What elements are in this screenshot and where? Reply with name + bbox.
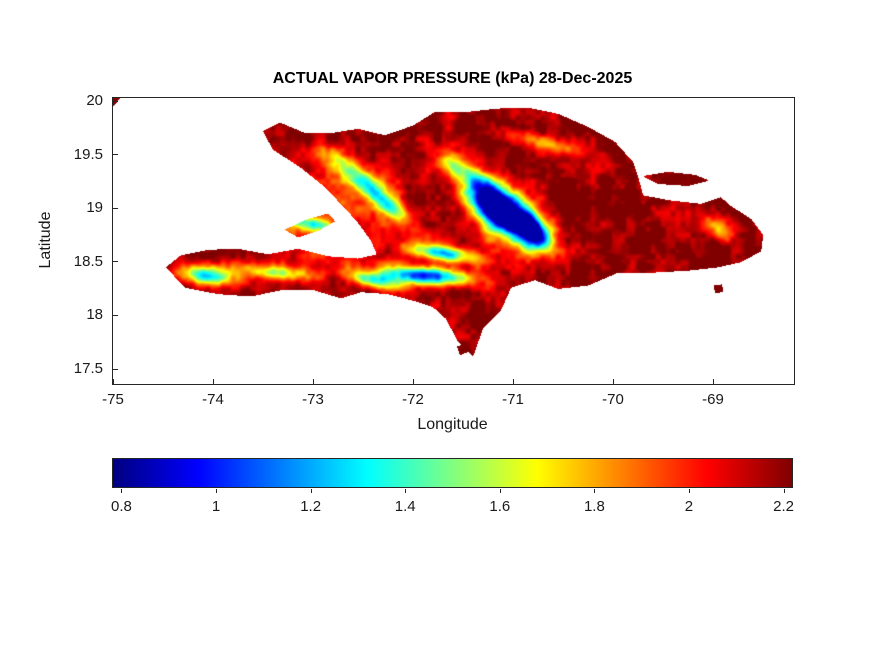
x-tick-label: -74 <box>202 391 224 408</box>
colorbar-tick <box>594 489 596 493</box>
x-tick-label: -73 <box>302 391 324 408</box>
x-tick <box>312 379 314 384</box>
chart-title: ACTUAL VAPOR PRESSURE (kPa) 28-Dec-2025 <box>272 70 633 87</box>
x-tick <box>512 379 514 384</box>
colorbar-tick <box>783 489 785 493</box>
colorbar: 0.8 1 1.2 1.4 1.6 1.8 2 2.2 <box>111 458 794 515</box>
y-tick <box>113 207 118 209</box>
y-tick-label: 18.5 <box>73 252 103 270</box>
y-tick <box>113 100 118 102</box>
vapor-pressure-heatmap <box>113 98 794 384</box>
x-tick <box>612 379 614 384</box>
colorbar-tick-label: 0.8 <box>111 498 132 515</box>
colorbar-tick <box>310 489 312 493</box>
colorbar-tick-label: 2 <box>684 498 694 515</box>
x-tick <box>212 379 214 384</box>
y-tick-label: 17.5 <box>73 360 103 377</box>
colorbar-tick-label: 1.6 <box>489 498 511 515</box>
x-tick <box>112 379 114 384</box>
y-axis-label: Latitude <box>37 211 54 269</box>
x-axis-label: Longitude <box>417 416 488 433</box>
y-tick-label: 18 <box>86 306 103 324</box>
y-tick <box>113 261 118 263</box>
colorbar-tick-label: 1.8 <box>583 498 605 515</box>
colorbar-tick <box>121 489 123 493</box>
x-tick-label: -71 <box>502 391 524 408</box>
y-tick <box>113 154 118 156</box>
colorbar-tick <box>216 489 218 493</box>
colorbar-tick-label: 2.2 <box>773 498 794 515</box>
x-tick-label: -75 <box>102 391 124 408</box>
colorbar-tick-label: 1 <box>211 498 221 515</box>
y-tick-label: 20 <box>86 92 103 110</box>
x-tick <box>412 379 414 384</box>
colorbar-tick <box>405 489 407 493</box>
colorbar-tick <box>499 489 501 493</box>
colorbar-gradient <box>112 458 793 488</box>
y-tick-label: 19.5 <box>73 145 103 163</box>
colorbar-tick <box>688 489 690 493</box>
colorbar-tick-label: 1.2 <box>300 498 322 515</box>
colorbar-tick-label: 1.4 <box>394 498 416 515</box>
plot-area: -75 -74 -73 -72 -71 -70 -69 20 19.5 19 18.5 18 17.5 <box>74 92 795 408</box>
x-tick-label: -70 <box>602 391 624 408</box>
x-tick-label: -69 <box>702 391 724 408</box>
y-tick <box>113 368 118 370</box>
y-tick <box>113 314 118 316</box>
x-tick <box>712 379 714 384</box>
x-tick-label: -72 <box>402 391 424 408</box>
y-tick-label: 19 <box>86 199 103 217</box>
